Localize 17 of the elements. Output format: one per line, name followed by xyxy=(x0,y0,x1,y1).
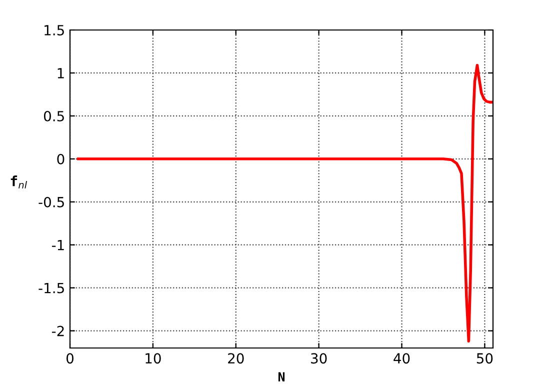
y-tick-label: 1 xyxy=(58,68,64,78)
y-tick-label: 1.5 xyxy=(44,25,64,36)
x-tick-label: 30 xyxy=(311,353,327,364)
y-tick-label: -0.5 xyxy=(38,196,64,208)
y-tick-label: -1 xyxy=(52,240,64,250)
x-tick-label: 10 xyxy=(146,353,161,364)
x-axis-title: N xyxy=(278,372,285,382)
y-tick-label: 0 xyxy=(57,154,64,164)
y-tick-label: 0.5 xyxy=(44,110,64,122)
y-axis-title: f$_{nl}$ xyxy=(10,176,28,188)
x-tick-label: 20 xyxy=(228,353,244,364)
x-tick-label: 40 xyxy=(394,353,410,364)
x-tick-label: 50 xyxy=(476,353,493,364)
line-series xyxy=(76,64,493,343)
y-tick-label: -2 xyxy=(52,326,64,336)
y-tick-label: -1.5 xyxy=(38,282,64,294)
x-tick-label: 0 xyxy=(66,353,74,364)
